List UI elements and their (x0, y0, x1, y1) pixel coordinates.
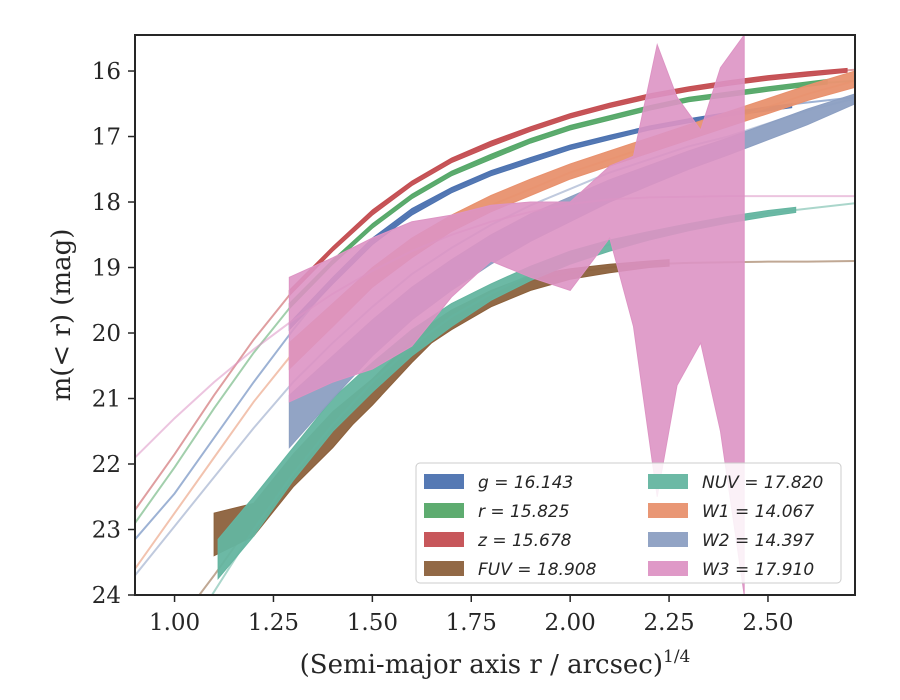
y-tick-label: 17 (92, 125, 121, 151)
series-w3 (135, 35, 855, 595)
plot-frame (134, 34, 856, 596)
chart-legend: g = 16.143 r = 15.825 z = 15.678 FUV = 18.9… (415, 462, 842, 584)
legend-swatch-g (424, 474, 464, 489)
x-tick-label: 1.25 (248, 610, 299, 636)
x-axis-label: (Semi-major axis r / arcsec)1/4 (300, 647, 691, 680)
x-tick-label: 2.00 (545, 610, 596, 636)
y-tick-label: 23 (92, 518, 121, 544)
legend-swatch-w1 (648, 503, 688, 518)
legend-label-g: g = 16.143 (478, 473, 573, 493)
x-tick-label: 1.75 (446, 610, 497, 636)
y-axis-label: m(< r) (mag) (47, 229, 77, 402)
y-tick-label: 16 (92, 59, 121, 85)
legend-label-w2: W2 = 14.397 (702, 531, 814, 551)
x-tick-label: 1.50 (347, 610, 398, 636)
y-tick-label: 19 (92, 256, 121, 282)
legend-box (415, 462, 842, 584)
legend-swatch-nuv (648, 474, 688, 489)
legend-label-z: z = 15.678 (477, 531, 572, 551)
y-axis-ticks: 16 17 18 19 20 21 22 23 24 (92, 59, 135, 609)
data-series-layer (135, 35, 855, 595)
y-tick-label: 20 (92, 321, 121, 347)
band-w3 (288, 35, 745, 595)
x-tick-label: 2.25 (643, 610, 694, 636)
x-axis-ticks: 1.00 1.25 1.50 1.75 2.00 2.25 2.50 (149, 595, 794, 636)
x-tick-label: 1.00 (149, 610, 200, 636)
legend-swatch-fuv (424, 561, 464, 576)
legend-swatch-w2 (648, 532, 688, 547)
legend-swatch-z (424, 532, 464, 547)
y-tick-label: 18 (92, 190, 121, 216)
legend-label-w3: W3 = 17.910 (702, 560, 814, 580)
legend-label-fuv: FUV = 18.908 (478, 560, 597, 580)
legend-swatch-w3 (648, 561, 688, 576)
x-tick-label: 2.50 (742, 610, 793, 636)
y-tick-label: 21 (92, 387, 121, 413)
legend-label-w1: W1 = 14.067 (702, 502, 814, 522)
x-axis-label-exponent: 1/4 (663, 647, 690, 667)
band-g (288, 103, 793, 331)
y-tick-label: 24 (92, 583, 121, 609)
band-z (288, 67, 848, 297)
legend-label-nuv: NUV = 17.820 (702, 473, 823, 493)
y-tick-label: 22 (92, 452, 121, 478)
legend-label-r: r = 15.825 (478, 502, 570, 522)
legend-swatch-r (424, 503, 464, 518)
